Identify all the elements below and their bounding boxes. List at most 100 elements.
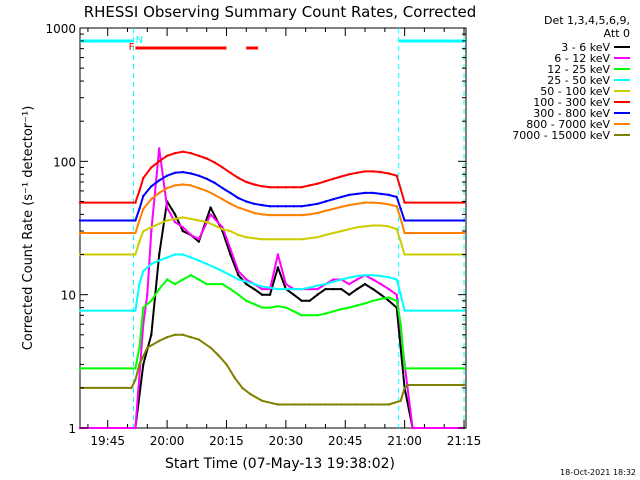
series-point: [150, 299, 153, 302]
series-point: [189, 152, 193, 155]
plot-frame: [79, 27, 467, 429]
series-point: [268, 306, 272, 309]
series-point: [348, 193, 351, 197]
legend-entry-label: 7000 - 15000 keV: [512, 129, 610, 142]
series-point: [292, 287, 295, 291]
series-point: [189, 336, 193, 339]
series-point: [197, 278, 200, 281]
series-point: [276, 253, 280, 256]
series-line: [80, 333, 464, 406]
series-point: [340, 205, 343, 209]
series-point: [268, 238, 272, 241]
series-point: [332, 198, 335, 201]
series-point: [316, 293, 319, 296]
series-point: [173, 333, 177, 336]
series-point: [150, 262, 153, 266]
series-point: [134, 378, 137, 381]
series-point: [324, 209, 327, 213]
series-point: [462, 201, 466, 204]
series-point: [363, 191, 367, 195]
series-point: [324, 180, 327, 183]
series-point: [379, 282, 383, 286]
x-tick-label: 21:00: [387, 434, 422, 448]
series-point: [316, 202, 319, 205]
series-point: [276, 403, 280, 406]
series-point: [403, 253, 406, 256]
series-point: [213, 181, 216, 184]
series-point: [340, 175, 343, 178]
series-point: [260, 399, 264, 402]
legend-entry-label: 6 - 12 keV: [554, 52, 610, 65]
series-point: [165, 336, 169, 339]
series-point: [403, 201, 406, 204]
series-point: [245, 282, 248, 286]
series-point: [363, 302, 367, 305]
series-line: [80, 150, 464, 204]
series-point: [213, 282, 216, 286]
series-point: [253, 287, 256, 291]
series-point: [229, 202, 232, 205]
series-point: [245, 299, 248, 302]
y-tick-label: 10: [61, 289, 76, 303]
series-point: [138, 363, 141, 366]
series-point: [249, 392, 252, 396]
series-point: [134, 201, 137, 204]
series-point: [387, 287, 390, 291]
series-point: [363, 201, 367, 204]
series-point: [340, 229, 343, 233]
series-point: [395, 174, 398, 177]
series-point: [292, 213, 295, 217]
series-point: [173, 184, 177, 187]
series-point: [276, 287, 280, 291]
series-point: [158, 253, 161, 256]
series-point: [205, 157, 208, 160]
series-point: [316, 314, 319, 317]
series-point: [399, 323, 402, 326]
y-tick-label: 100: [53, 155, 76, 169]
series-point: [165, 278, 169, 281]
series-point: [138, 240, 141, 243]
series-point: [332, 287, 335, 291]
x-tick-label: 20:15: [209, 434, 244, 448]
series-point: [142, 194, 145, 198]
series-point: [399, 293, 402, 296]
series-point: [134, 231, 137, 235]
series-point: [78, 219, 82, 222]
series-point: [348, 293, 351, 296]
series-point: [332, 310, 335, 313]
series-point: [181, 278, 185, 281]
series-point: [332, 278, 335, 281]
series-point: [308, 314, 311, 317]
series-point: [284, 213, 288, 217]
x-tick-label: 20:45: [328, 434, 363, 448]
series-point: [268, 293, 272, 296]
series-point: [340, 403, 343, 406]
series-point: [292, 238, 295, 241]
series-point: [181, 253, 185, 256]
series-point: [233, 376, 236, 379]
x-tick-label: 20:30: [269, 434, 304, 448]
series-point: [221, 166, 224, 169]
series-point: [142, 306, 145, 309]
series-point: [205, 282, 208, 286]
series-point: [197, 219, 200, 222]
series-point: [237, 233, 240, 237]
series-point: [324, 233, 327, 237]
series-point: [300, 238, 303, 241]
series-point: [142, 207, 145, 211]
series-point: [399, 240, 402, 243]
series-point: [379, 274, 383, 278]
series-point: [268, 205, 272, 208]
series-point: [308, 286, 311, 289]
series-point: [332, 231, 335, 235]
series-point: [245, 180, 248, 184]
y-tick-label: 1000: [45, 22, 76, 36]
legend-entry-label: 25 - 50 keV: [547, 74, 610, 87]
series-point: [403, 219, 406, 222]
series-point: [245, 280, 248, 283]
series-point: [205, 262, 208, 266]
series-point: [237, 176, 240, 180]
series-point: [213, 266, 216, 269]
series-point: [363, 225, 367, 228]
x-axis-ticks: 19:45 20:00 20:15 20:30 20:45 21:00 21:15: [87, 28, 481, 448]
